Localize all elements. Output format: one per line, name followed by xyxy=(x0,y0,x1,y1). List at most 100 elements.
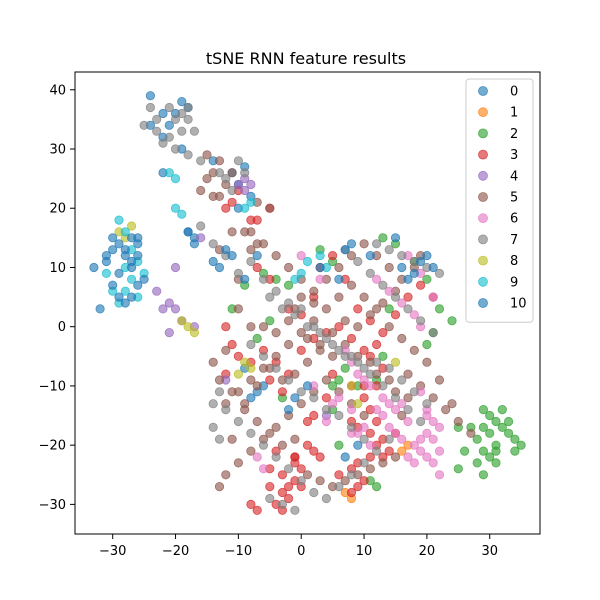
point-series-2 xyxy=(422,339,432,350)
point-series-10 xyxy=(133,251,143,261)
legend-label: 5 xyxy=(510,191,518,206)
point-series-3 xyxy=(283,481,294,492)
point-series-10 xyxy=(283,404,294,415)
point-series-7 xyxy=(221,404,231,415)
point-series-9 xyxy=(164,168,174,178)
point-series-7 xyxy=(233,156,243,166)
point-series-7 xyxy=(277,304,287,314)
point-series-7 xyxy=(403,404,413,415)
point-series-7 xyxy=(183,102,193,113)
point-series-7 xyxy=(208,399,218,409)
point-series-0 xyxy=(164,120,174,130)
point-series-5 xyxy=(340,476,350,486)
point-series-10 xyxy=(127,256,137,267)
point-series-7 xyxy=(371,446,382,456)
point-series-7 xyxy=(170,114,181,125)
point-series-7 xyxy=(271,286,281,296)
point-series-2 xyxy=(503,428,514,438)
point-series-5 xyxy=(265,203,275,213)
legend: 0 1 2 3 4 5 6 7 8 9 10 xyxy=(465,78,534,323)
point-series-7 xyxy=(390,292,401,302)
point-series-7 xyxy=(152,126,162,136)
legend-marker xyxy=(478,276,488,287)
point-series-10 xyxy=(189,239,199,249)
point-series-3 xyxy=(221,322,231,332)
point-series-10 xyxy=(108,233,118,243)
point-series-3 xyxy=(290,452,300,462)
point-series-7 xyxy=(277,499,287,509)
point-series-5 xyxy=(378,458,388,468)
point-series-7 xyxy=(353,256,363,267)
point-series-6 xyxy=(384,422,394,432)
point-series-2 xyxy=(283,280,294,290)
point-series-7 xyxy=(365,268,375,278)
point-series-7 xyxy=(258,351,269,361)
point-series-6 xyxy=(397,399,407,409)
point-series-7 xyxy=(309,393,319,403)
point-series-5 xyxy=(403,369,413,379)
point-series-7 xyxy=(139,120,149,130)
point-series-10 xyxy=(139,274,149,284)
point-series-7 xyxy=(397,375,407,385)
point-series-6 xyxy=(434,470,445,480)
point-series-6 xyxy=(397,434,407,444)
point-series-6 xyxy=(422,452,432,462)
point-series-8 xyxy=(353,399,363,409)
point-series-5 xyxy=(283,262,294,273)
point-series-1 xyxy=(397,446,407,456)
legend-label: 6 xyxy=(510,212,518,227)
point-series-6 xyxy=(327,399,338,409)
point-series-10 xyxy=(108,245,118,255)
point-series-2 xyxy=(447,316,457,326)
point-series-7 xyxy=(371,357,382,367)
point-series-7 xyxy=(321,333,331,344)
point-series-7 xyxy=(164,102,174,113)
point-series-4 xyxy=(240,185,250,196)
legend-box xyxy=(465,78,534,323)
point-series-2 xyxy=(478,422,488,432)
point-series-10 xyxy=(422,251,432,261)
point-series-8 xyxy=(183,322,193,332)
point-series-7 xyxy=(365,369,375,379)
point-series-5 xyxy=(233,304,243,314)
point-series-2 xyxy=(478,404,488,415)
point-series-5 xyxy=(378,298,388,308)
point-series-2 xyxy=(334,375,344,385)
point-series-10 xyxy=(127,292,137,302)
point-series-10 xyxy=(214,262,225,273)
point-series-7 xyxy=(183,150,193,160)
point-series-5 xyxy=(196,185,206,196)
point-series-6 xyxy=(409,458,419,468)
point-series-5 xyxy=(290,434,300,444)
point-series-9 xyxy=(240,203,250,213)
point-series-10 xyxy=(346,239,357,249)
point-series-5 xyxy=(397,410,407,421)
point-series-3 xyxy=(327,369,338,379)
point-series-6 xyxy=(353,428,363,438)
point-series-2 xyxy=(453,464,463,474)
legend-label: 0 xyxy=(510,85,518,100)
point-series-2 xyxy=(459,446,470,456)
point-series-5 xyxy=(340,316,350,326)
point-series-7 xyxy=(309,487,319,498)
point-series-6 xyxy=(422,428,432,438)
point-series-3 xyxy=(415,280,426,290)
x-tick-label: 0 xyxy=(297,544,305,559)
point-series-7 xyxy=(208,239,218,249)
point-series-6 xyxy=(434,446,445,456)
legend-label: 1 xyxy=(510,106,518,121)
point-series-6 xyxy=(346,404,357,415)
point-series-5 xyxy=(365,464,375,474)
point-series-5 xyxy=(397,333,407,344)
point-series-2 xyxy=(434,304,445,314)
points-layer xyxy=(89,91,526,515)
point-series-3 xyxy=(327,251,338,261)
legend-marker xyxy=(478,128,488,139)
point-series-2 xyxy=(371,481,382,492)
point-series-5 xyxy=(208,357,218,367)
point-series-6 xyxy=(415,446,426,456)
point-series-7 xyxy=(290,310,300,320)
point-series-3 xyxy=(227,339,237,350)
point-series-2 xyxy=(340,363,350,373)
point-series-2 xyxy=(485,452,495,462)
